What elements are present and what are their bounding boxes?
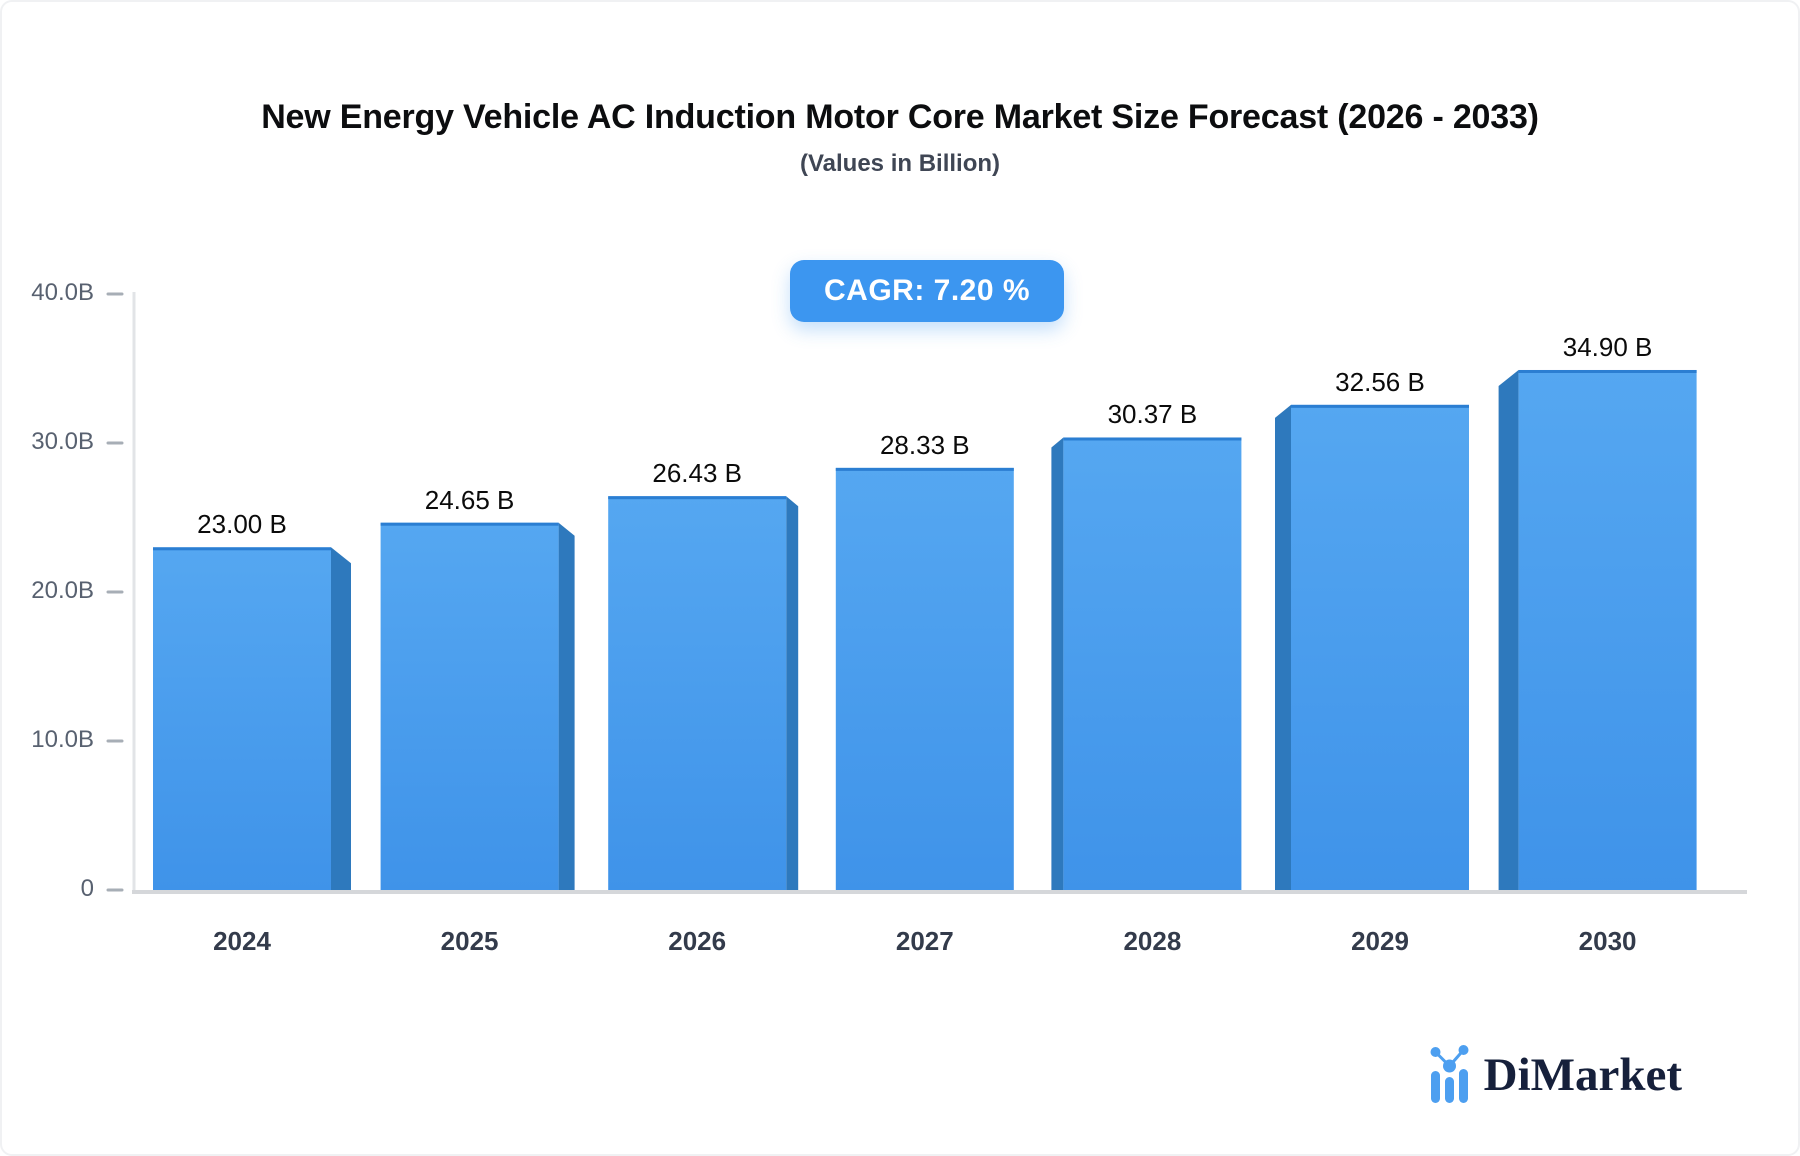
bar-top-edge — [153, 547, 331, 551]
y-axis-tick-label: 20.0B — [31, 577, 94, 604]
bar-top-edge — [608, 496, 787, 500]
bar-value-label: 28.33 B — [879, 429, 970, 460]
bar — [380, 522, 559, 890]
bar-value-label: 34.90 B — [1562, 331, 1653, 362]
bar-top-edge — [1063, 437, 1242, 441]
y-axis-tick-label: 10.0B — [31, 726, 94, 753]
x-axis-category-label: 2024 — [213, 926, 271, 956]
dimarket-logo: DiMarket — [1430, 1040, 1682, 1110]
bar-side-panel — [786, 496, 799, 890]
bar-side-panel — [1275, 404, 1291, 890]
y-axis-tick-label: 0 — [80, 875, 94, 902]
bar-top-edge — [1518, 369, 1697, 373]
bar-value-label: 26.43 B — [652, 458, 742, 489]
y-axis-tick-label: 30.0B — [31, 428, 94, 455]
bar-side-panel — [331, 547, 351, 890]
bar — [1518, 369, 1697, 890]
cagr-badge: CAGR: 7.20 % — [790, 260, 1065, 322]
y-axis-tick-label: 40.0B — [31, 279, 94, 306]
bar-top-edge — [835, 467, 1014, 471]
bar-side-panel — [1051, 437, 1064, 890]
bar-value-label: 23.00 B — [197, 509, 287, 540]
x-axis-category-label: 2026 — [668, 926, 727, 956]
bar-chart-logo-icon — [1430, 1045, 1469, 1103]
bar-top-edge — [380, 522, 559, 526]
x-axis-category-label: 2025 — [440, 926, 499, 956]
bar-value-label: 30.37 B — [1107, 399, 1198, 430]
x-axis-category-label: 2030 — [1578, 926, 1637, 956]
bar-top-edge — [1291, 404, 1469, 408]
logo-wordmark: DiMarket — [1483, 1049, 1682, 1101]
bar — [835, 467, 1014, 890]
bar-value-label: 24.65 B — [424, 484, 515, 515]
x-axis-category-label: 2028 — [1123, 926, 1182, 956]
x-axis-category-label: 2027 — [895, 926, 954, 956]
bar — [1063, 437, 1242, 890]
chart-title: New Energy Vehicle AC Induction Motor Co… — [261, 98, 1539, 136]
bar-value-label: 32.56 B — [1335, 366, 1425, 397]
bar-side-panel — [558, 522, 575, 890]
bar — [608, 496, 787, 890]
bar — [1291, 404, 1469, 890]
x-axis-category-label: 2029 — [1351, 926, 1409, 956]
bar — [153, 547, 331, 890]
chart-subtitle: (Values in Billion) — [799, 150, 1001, 177]
bar-side-panel — [1498, 369, 1519, 890]
